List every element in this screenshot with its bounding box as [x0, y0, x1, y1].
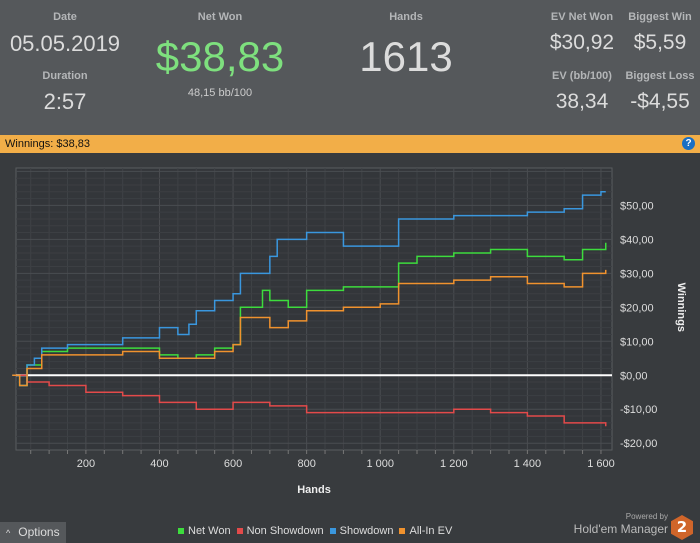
- ev-net-won-label: EV Net Won: [550, 11, 614, 23]
- winnings-bar: Winnings: $38,83 ?: [0, 135, 700, 153]
- date-value: 05.05.2019: [9, 31, 121, 56]
- hands-label: Hands: [389, 11, 423, 23]
- biggest-loss-value: -$4,55: [630, 90, 690, 113]
- legend-item[interactable]: Non Showdown: [236, 525, 324, 538]
- y-tick-label: $20,00: [620, 302, 654, 314]
- help-icon[interactable]: ?: [682, 137, 695, 150]
- biggest-win-value: $5,59: [633, 31, 687, 54]
- x-tick-label: 1 400: [514, 458, 542, 470]
- x-tick-label: 1 600: [587, 458, 615, 470]
- duration-label: Duration: [42, 70, 88, 82]
- y-tick-label: $40,00: [620, 234, 654, 246]
- powered-by: Powered by: [625, 512, 668, 521]
- chevron-up-icon: ^: [6, 528, 11, 538]
- ev-bb100-label: EV (bb/100): [552, 70, 612, 82]
- options-label: Options: [18, 525, 60, 539]
- legend-item[interactable]: Showdown: [329, 525, 394, 538]
- legend-swatch: [399, 528, 406, 534]
- legend-swatch: [178, 528, 184, 534]
- duration-value: 2:57: [43, 89, 87, 114]
- y-axis-label: Winnings: [675, 283, 687, 332]
- legend-label: All-In EV: [409, 525, 453, 537]
- chart-legend: Net Won Non Showdown Showdown All-In EV: [178, 525, 452, 538]
- biggest-win-label: Biggest Win: [628, 11, 692, 23]
- x-axis-label: Hands: [297, 484, 331, 496]
- net-won-label: Net Won: [197, 11, 243, 23]
- stats-panel: Date 05.05.2019 Duration 2:57 Net Won $3…: [0, 0, 700, 135]
- bb100-value: 48,15 bb/100: [187, 87, 253, 99]
- x-tick-label: 800: [297, 458, 315, 470]
- legend-item[interactable]: All-In EV: [399, 525, 452, 538]
- x-tick-label: 400: [150, 458, 168, 470]
- legend-label: Net Won: [188, 525, 231, 537]
- series-line-all-in-ev: [12, 269, 607, 387]
- x-tick-label: 1 000: [366, 458, 394, 470]
- legend-label: Non Showdown: [246, 525, 324, 537]
- date-label: Date: [53, 11, 77, 23]
- biggest-loss-label: Biggest Loss: [625, 70, 695, 82]
- y-tick-label: $10,00: [620, 336, 654, 348]
- hm2-logo-icon: 2: [671, 515, 693, 540]
- ev-net-won-value: $30,92: [549, 31, 615, 54]
- brand-name: Hold'em Manager: [573, 522, 668, 536]
- options-button[interactable]: ^ Options: [0, 522, 66, 543]
- legend-item[interactable]: Net Won: [178, 525, 231, 538]
- series-line-non-showdown: [12, 374, 607, 427]
- legend-swatch: [236, 528, 243, 534]
- plot-area: [15, 167, 613, 451]
- hands-value: 1613: [359, 33, 453, 80]
- ev-bb100-value: 38,34: [555, 90, 609, 113]
- y-tick-label: $30,00: [620, 268, 654, 280]
- winnings-title: Winnings: $38,83: [5, 138, 90, 150]
- legend-swatch: [329, 528, 336, 534]
- net-won-value: $38,83: [155, 33, 285, 80]
- y-tick-label: $0,00: [620, 370, 648, 382]
- x-tick-label: 200: [77, 458, 95, 470]
- y-tick-label: $50,00: [620, 200, 654, 212]
- y-tick-label: -$10,00: [620, 404, 657, 416]
- x-tick-label: 600: [224, 458, 242, 470]
- x-tick-label: 1 200: [440, 458, 468, 470]
- series-line-showdown: [12, 191, 606, 387]
- brand: Powered by Hold'em Manager: [574, 512, 668, 536]
- y-tick-label: -$20,00: [620, 438, 657, 450]
- legend-label: Showdown: [339, 525, 394, 537]
- winnings-chart: 200 400 600 800 1 000 1 200 1 400 1 600 $50,00 $4…: [12, 167, 687, 496]
